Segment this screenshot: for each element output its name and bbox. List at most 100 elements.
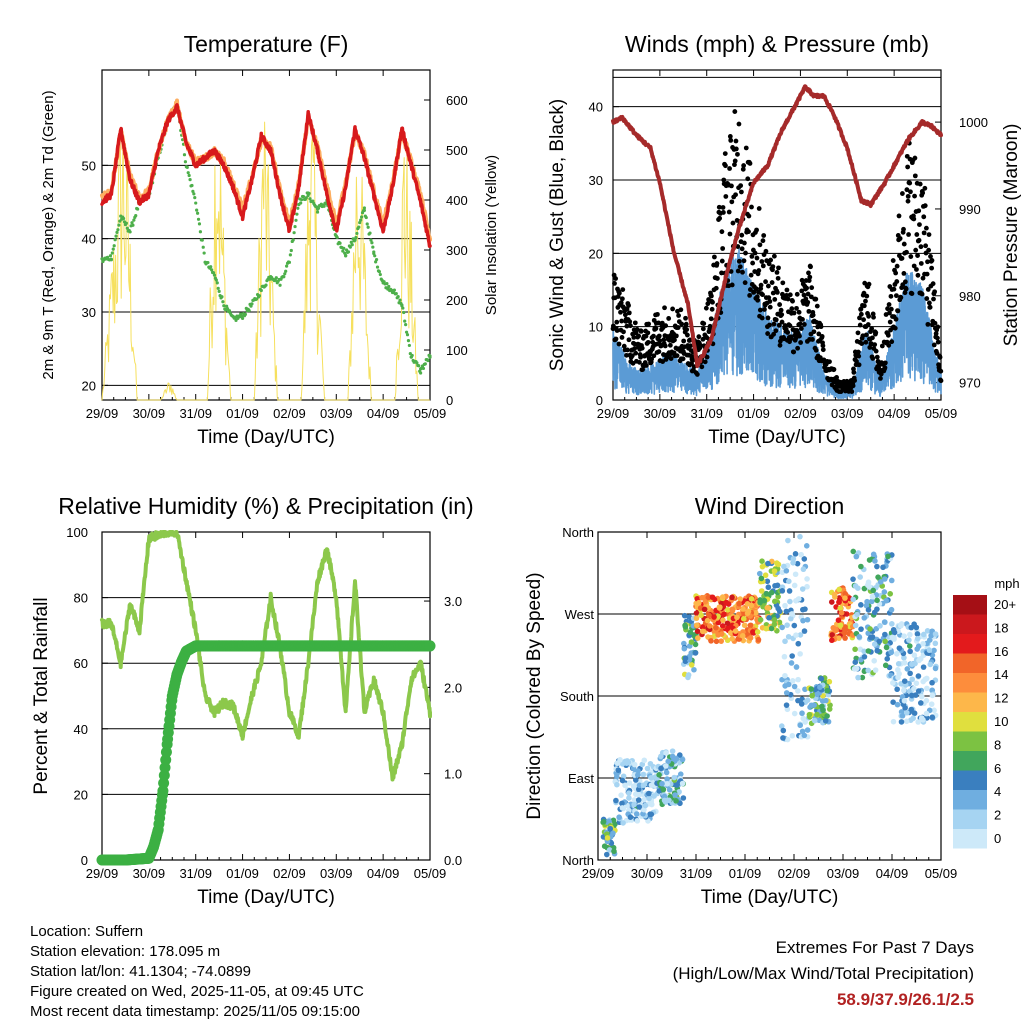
direction-point bbox=[776, 608, 783, 615]
gust-point bbox=[916, 237, 922, 243]
dewpoint-point bbox=[206, 260, 210, 265]
direction-point bbox=[885, 553, 891, 560]
dewpoint-point bbox=[111, 247, 115, 251]
direction-point bbox=[755, 636, 762, 643]
direction-point bbox=[882, 638, 888, 645]
dewpoint-point bbox=[341, 249, 345, 253]
direction-point bbox=[698, 612, 704, 619]
direction-point bbox=[901, 654, 907, 661]
gust-point bbox=[911, 263, 917, 269]
direction-point bbox=[829, 637, 835, 644]
dewpoint-point bbox=[372, 250, 376, 254]
direction-point bbox=[771, 617, 778, 623]
figure-created: Figure created on Wed, 2025-11-05, at 09… bbox=[30, 983, 364, 1000]
gust-point bbox=[675, 325, 681, 330]
gust-point bbox=[721, 177, 727, 183]
direction-point bbox=[865, 648, 872, 654]
gust-point bbox=[739, 246, 745, 252]
direction-point bbox=[740, 606, 746, 612]
dewpoint-point bbox=[188, 177, 192, 182]
direction-point bbox=[824, 713, 830, 719]
direction-point bbox=[613, 773, 620, 780]
gust-point bbox=[656, 320, 661, 326]
direction-point bbox=[792, 551, 799, 557]
direction-point bbox=[874, 647, 881, 654]
gust-point bbox=[914, 232, 920, 237]
gust-point bbox=[701, 321, 707, 327]
gust-point bbox=[732, 109, 738, 114]
direction-point bbox=[888, 606, 895, 613]
direction-point bbox=[636, 804, 643, 810]
x-tick-label: 02/09 bbox=[273, 406, 306, 421]
direction-point bbox=[759, 558, 765, 564]
direction-point bbox=[729, 594, 735, 601]
x-tick-label: 29/09 bbox=[86, 406, 119, 421]
direction-point bbox=[694, 628, 701, 635]
gust-point bbox=[928, 254, 933, 259]
gust-point bbox=[864, 293, 870, 299]
gust-point bbox=[893, 293, 899, 299]
dewpoint-point bbox=[404, 330, 409, 334]
direction-point bbox=[631, 801, 637, 808]
direction-point bbox=[610, 817, 617, 824]
x-tick-label: 30/09 bbox=[631, 866, 664, 881]
direction-point bbox=[798, 551, 804, 558]
gust-point bbox=[746, 213, 752, 219]
station-info: Location: Suffern Station elevation: 178… bbox=[30, 922, 364, 1022]
gust-point bbox=[892, 325, 898, 331]
direction-point bbox=[659, 780, 665, 787]
dewpoint-point bbox=[366, 225, 370, 229]
gust-point bbox=[771, 253, 777, 259]
gust-point bbox=[818, 324, 824, 330]
direction-point bbox=[613, 797, 619, 804]
gust-point bbox=[716, 204, 722, 210]
direction-point bbox=[611, 848, 617, 855]
gust-point bbox=[714, 261, 720, 266]
gust-point bbox=[787, 323, 793, 329]
gust-point bbox=[926, 247, 932, 253]
gust-point bbox=[787, 292, 793, 298]
y-tick-label: 30 bbox=[82, 305, 96, 320]
gust-point bbox=[759, 315, 765, 321]
direction-point bbox=[693, 610, 700, 616]
gust-point bbox=[727, 166, 732, 171]
direction-point bbox=[741, 622, 748, 629]
direction-point bbox=[700, 628, 706, 635]
direction-point bbox=[894, 701, 901, 708]
direction-point bbox=[619, 805, 626, 811]
direction-point bbox=[814, 711, 820, 718]
direction-point bbox=[929, 692, 936, 699]
direction-point bbox=[671, 774, 678, 781]
dewpoint-point bbox=[194, 201, 198, 205]
direction-point bbox=[631, 797, 638, 803]
legend-swatch bbox=[953, 595, 987, 615]
gust-point bbox=[916, 208, 922, 214]
gust-point bbox=[901, 241, 907, 247]
direction-point bbox=[864, 598, 870, 605]
gust-point bbox=[885, 306, 890, 312]
gust-point bbox=[891, 286, 897, 292]
direction-point bbox=[681, 645, 688, 652]
gust-point bbox=[729, 282, 735, 288]
gust-point bbox=[924, 271, 930, 277]
gust-point bbox=[762, 307, 767, 312]
direction-point bbox=[788, 615, 794, 622]
gust-point bbox=[626, 337, 632, 343]
dewpoint-point bbox=[209, 265, 213, 269]
dewpoint-point bbox=[349, 240, 353, 244]
direction-point bbox=[701, 606, 708, 613]
gust-point bbox=[870, 335, 875, 341]
gust-point bbox=[638, 328, 644, 334]
x-tick-label: 02/09 bbox=[778, 866, 811, 881]
gust-point bbox=[765, 331, 771, 336]
direction-point bbox=[764, 578, 771, 585]
gust-point bbox=[870, 356, 876, 361]
direction-point bbox=[715, 619, 722, 626]
gust-point bbox=[893, 270, 899, 276]
direction-point bbox=[904, 666, 911, 672]
gust-point bbox=[657, 338, 663, 344]
direction-point bbox=[865, 630, 872, 637]
direction-point bbox=[779, 676, 785, 683]
direction-point bbox=[772, 582, 778, 589]
y-tick-label: 60 bbox=[74, 656, 88, 671]
